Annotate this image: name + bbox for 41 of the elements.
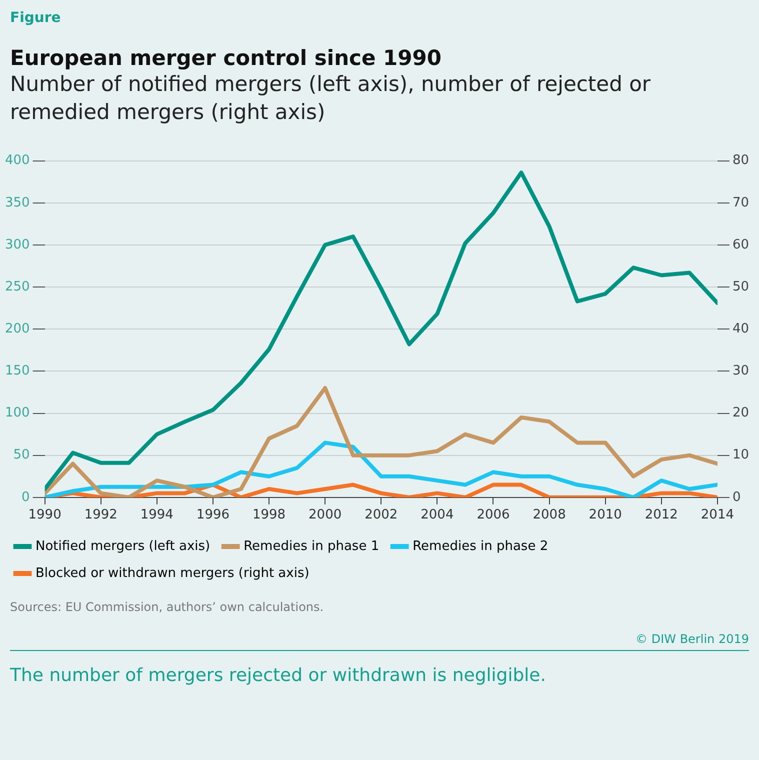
x-tick-label: 1998 [252,508,286,523]
legend-label: Notified mergers (left axis) [36,538,210,554]
y2-tick-label: 80 [732,153,750,168]
legend-label: Remedies in phase 2 [412,538,548,554]
y2-tick-label: 0 [732,490,741,505]
y2-tick-label: 50 [732,279,750,294]
y2-tick-label: 20 [732,406,750,421]
x-tick-label: 2010 [588,508,622,523]
chart-subtitle: Number of notified mergers (left axis), number of rejected or remedied mergers (right axis) [10,71,652,126]
y-tick-label: 250 [4,279,30,294]
x-tick-label: 2006 [476,508,510,523]
source-note: Sources: EU Commission, authors’ own calculations. [10,600,325,614]
text: The number of mergers rejected or withdrawn is negligible. [10,665,547,686]
x-tick-label: 2004 [420,508,454,523]
legend-label: Remedies in phase 1 [244,538,380,554]
text: Figure [10,10,62,26]
y-tick-label: 200 [4,321,30,336]
y-tick-label: 350 [4,195,30,210]
x-tick-label: 2008 [532,508,566,523]
y2-tick-label: 70 [732,195,750,210]
x-tick-label: 2000 [308,508,342,523]
y-tick-label: 300 [4,237,30,252]
y-tick-label: 400 [4,153,30,168]
y-tick-label: 50 [13,448,30,463]
chart-title: European merger control since 1990 [10,46,442,70]
y2-tick-label: 10 [732,448,750,463]
y-tick-label: 0 [22,490,30,505]
y-tick-label: 150 [4,364,30,379]
y2-tick-label: 40 [732,321,750,336]
y2-tick-label: 30 [732,364,750,379]
x-tick-label: 2014 [700,508,734,523]
y-tick-label: 100 [4,406,30,421]
y2-tick-label: 60 [732,237,750,252]
x-tick-label: 2002 [364,508,398,523]
x-tick-label: 2012 [644,508,678,523]
text: © DIW Berlin 2019 [10,632,749,651]
x-tick-label: 1990 [28,508,62,523]
x-tick-label: 1992 [84,508,118,523]
x-tick-label: 1994 [140,508,174,523]
x-tick-label: 1996 [196,508,230,523]
legend-label: Blocked or withdrawn mergers (right axis) [36,566,310,581]
